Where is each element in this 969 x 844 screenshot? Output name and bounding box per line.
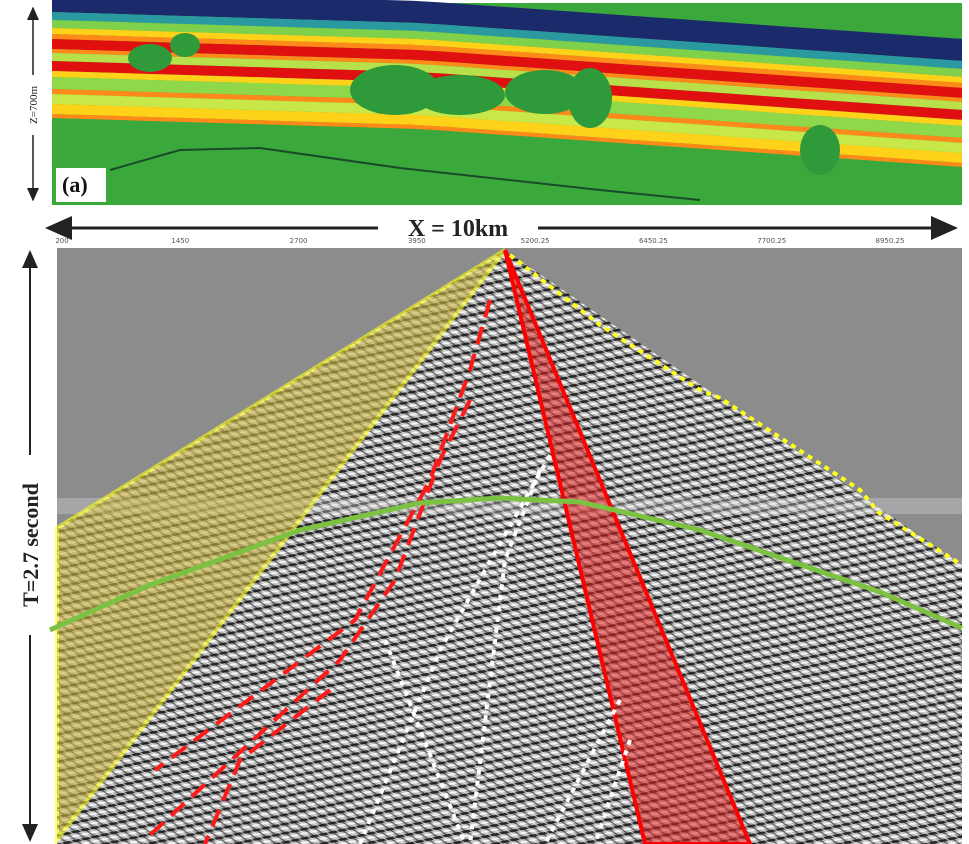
label-back (26, 75, 40, 135)
offset-ticks: 200 1450 2700 3950 5200.25 6450.25 7700.25 8950… (55, 237, 904, 245)
label-back (56, 168, 106, 202)
velocity-model: (a) (52, 0, 962, 205)
model-layer (52, 39, 962, 98)
model-patch (800, 125, 840, 175)
label-back (18, 455, 42, 635)
model-layer (52, 53, 962, 110)
model-layer (52, 28, 962, 83)
dashed-event (148, 399, 472, 837)
offset-label: X = 10km (408, 216, 508, 242)
model-layer (52, 20, 962, 77)
dotted-event (468, 469, 542, 844)
model-horizon (109, 146, 701, 201)
reflection-curve (48, 495, 964, 633)
noise-cone-outline (503, 249, 753, 844)
offset-tick-label: 2700 (290, 237, 308, 245)
model-patch (128, 44, 172, 72)
dashed-event (203, 688, 332, 844)
offset-tick-label: 5200.25 (521, 237, 550, 245)
model-layer (52, 114, 962, 167)
dotted-event (593, 739, 632, 844)
label-back (378, 214, 538, 242)
dotted-events (358, 454, 632, 844)
model-layer (52, 61, 962, 120)
boundary-dotted (508, 253, 964, 567)
model-patch (568, 68, 612, 128)
offset-tick-label: 7700.25 (757, 237, 786, 245)
dotted-event (543, 699, 622, 844)
depth-label: Z=700m (28, 86, 40, 124)
dashed-events (148, 299, 492, 844)
offset-tick-label: 200 (55, 237, 68, 245)
model-layer (52, 77, 962, 138)
panel-label: (a) (62, 172, 88, 197)
offset-tick-label: 1450 (171, 237, 189, 245)
model-layer (52, 104, 962, 163)
model-layer (52, 0, 962, 61)
model-layer (52, 89, 962, 143)
direct-wave-zone (55, 248, 507, 844)
offset-tick-label: 3950 (408, 237, 426, 245)
model-patch (415, 75, 505, 115)
model-patch (170, 33, 200, 57)
time-label: T=2.7 second (18, 483, 43, 607)
offset-tick-label: 8950.25 (876, 237, 905, 245)
model-layer (52, 34, 962, 88)
offset-tick-label: 6450.25 (639, 237, 668, 245)
dotted-event (383, 639, 467, 844)
model-patch (505, 70, 585, 114)
model-layer (52, 12, 962, 69)
dotted-event (358, 454, 552, 844)
model-patch (350, 65, 440, 115)
model-layer (52, 71, 962, 126)
dashed-event (153, 299, 492, 772)
model-layer (52, 94, 962, 153)
